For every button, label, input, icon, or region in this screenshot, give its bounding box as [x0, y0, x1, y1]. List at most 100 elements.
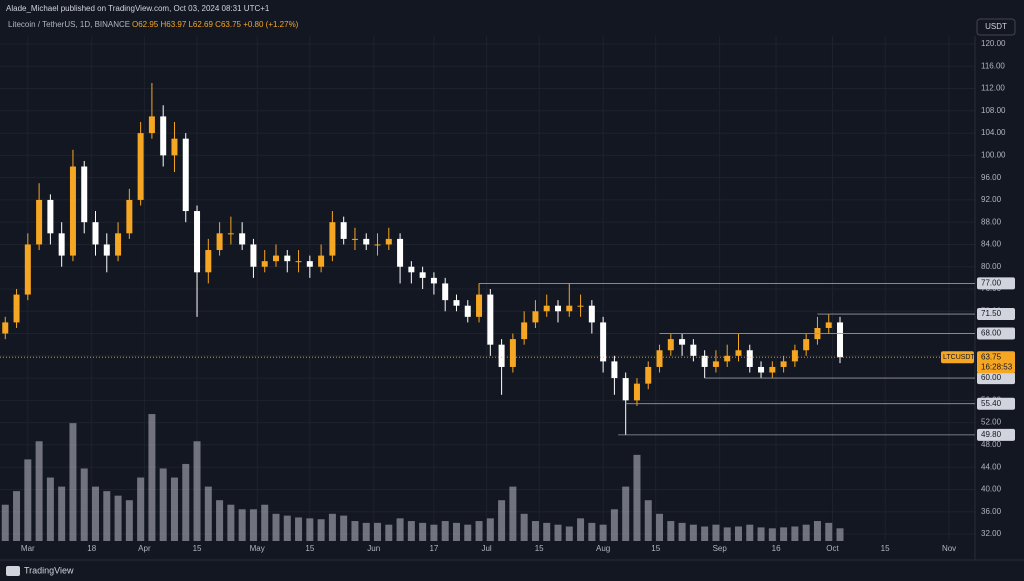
volume-bar — [701, 526, 709, 541]
candle-body — [148, 116, 155, 134]
publisher: Alade_Michael published on TradingView.c… — [6, 4, 270, 13]
volume-bar — [441, 521, 449, 541]
volume-bar — [565, 526, 573, 541]
level-label: 60.00 — [981, 373, 1002, 382]
candle-body — [645, 366, 652, 384]
volume-bar — [103, 491, 111, 541]
candle-body — [363, 238, 370, 245]
level-box — [977, 327, 1015, 340]
candle-body — [13, 294, 20, 323]
volume-bar — [780, 527, 788, 541]
candle-body — [329, 222, 336, 256]
x-tick-label: 18 — [87, 544, 96, 553]
volume-bar — [599, 524, 607, 541]
candle-body — [724, 355, 731, 362]
current-box — [977, 351, 1015, 374]
candle-body — [521, 322, 528, 340]
volume-bar — [204, 486, 212, 541]
volume-bar — [137, 477, 145, 541]
x-tick-label: Jul — [481, 544, 491, 553]
volume-bar — [125, 500, 133, 541]
volume-bar — [667, 521, 675, 541]
volume-bar — [734, 526, 742, 541]
ohlc: O62.95 H63.97 L62.69 C63.75 +0.80 (+1.27… — [132, 20, 299, 29]
candle-body — [160, 116, 167, 156]
volume-bar — [486, 518, 494, 541]
candle-body — [115, 233, 122, 256]
volume-bar — [768, 528, 776, 541]
volume-bar — [825, 522, 833, 541]
y-tick-label: 80.00 — [981, 262, 1002, 271]
candle-body — [318, 255, 325, 267]
level-label: 49.80 — [981, 430, 1002, 439]
volume-bar — [227, 504, 235, 541]
x-tick-label: 15 — [193, 544, 202, 553]
candle-body — [476, 294, 483, 317]
volume-bar — [543, 522, 551, 541]
candle-body — [397, 238, 404, 267]
candle-body — [532, 311, 539, 323]
volume-bar — [656, 513, 664, 541]
volume-bar — [272, 513, 280, 541]
candle-body — [701, 355, 708, 367]
candle-body — [758, 366, 765, 373]
y-tick-label: 48.00 — [981, 440, 1002, 449]
level-box — [977, 308, 1015, 321]
candle-body — [239, 233, 246, 245]
candle-body — [351, 238, 358, 240]
volume-bar — [644, 500, 652, 541]
candle-body — [36, 199, 43, 245]
y-tick-label: 96.00 — [981, 173, 1002, 182]
candle-body — [171, 138, 178, 156]
candle-body — [81, 166, 88, 223]
x-tick-label: 15 — [535, 544, 544, 553]
candle-body — [2, 322, 9, 334]
candle-body — [205, 250, 212, 273]
symbol-label: LTCUSDT — [943, 354, 975, 361]
y-tick-label: 52.00 — [981, 418, 1002, 427]
volume-bar — [498, 500, 506, 541]
candle-body — [555, 305, 562, 312]
y-tick-label: 92.00 — [981, 195, 1002, 204]
volume-bar — [159, 468, 167, 541]
volume-bar — [170, 477, 178, 541]
volume-bar — [802, 524, 810, 541]
x-tick-label: Sep — [713, 544, 728, 553]
candle-body — [374, 244, 381, 246]
candle-body — [47, 199, 54, 234]
volume-bar — [114, 495, 122, 541]
candle-body — [600, 322, 607, 362]
currency-box[interactable] — [976, 18, 1016, 36]
candle-body — [803, 339, 810, 351]
candle-body — [430, 277, 437, 284]
volume-bar — [80, 468, 88, 541]
candle-body — [780, 361, 787, 367]
volume-bar — [193, 441, 201, 541]
candle-body — [487, 294, 494, 345]
candle-body — [791, 350, 798, 362]
candle-body — [385, 238, 392, 245]
y-tick-label: 44.00 — [981, 462, 1002, 471]
volume-bar — [340, 515, 348, 541]
volume-bar — [407, 521, 415, 541]
currency[interactable]: USDT — [985, 22, 1007, 31]
y-tick-label: 40.00 — [981, 485, 1002, 494]
candle-body — [543, 305, 550, 312]
y-tick-label: 100.00 — [981, 150, 1006, 159]
level-label: 71.50 — [981, 309, 1002, 318]
volume-bar — [791, 526, 799, 541]
volume-bar — [1, 504, 9, 541]
candle-body — [442, 283, 449, 301]
candle-body — [656, 350, 663, 367]
candle-body — [464, 305, 471, 317]
volume-bar — [577, 518, 585, 541]
y-tick-label: 84.00 — [981, 240, 1002, 249]
x-tick-label: 15 — [651, 544, 660, 553]
volume-bar — [622, 486, 630, 541]
level-box — [977, 428, 1015, 441]
volume-bar — [351, 521, 359, 541]
candle-body — [408, 266, 415, 273]
volume-bar — [46, 477, 54, 541]
